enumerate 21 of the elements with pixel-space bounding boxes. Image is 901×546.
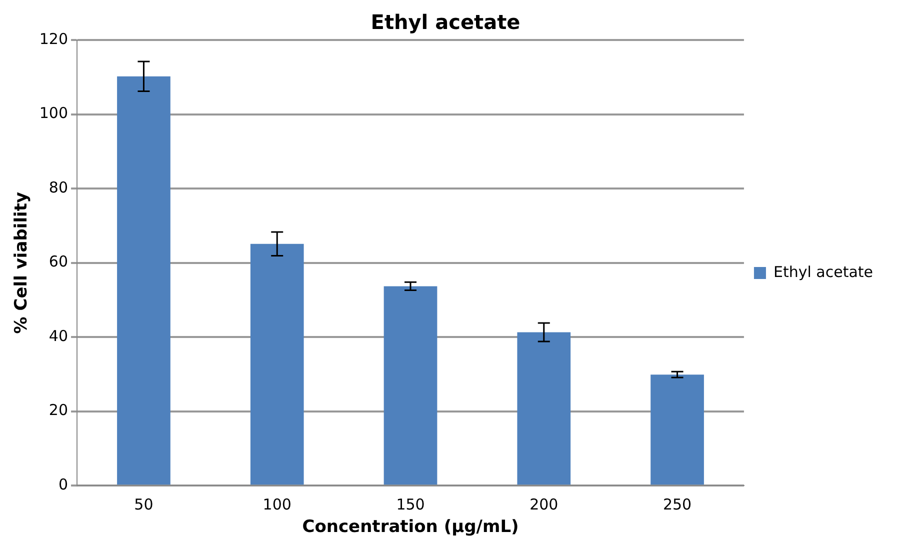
y-axis-title: % Cell viability <box>12 192 32 334</box>
x-tick-label: 200 <box>530 495 558 514</box>
bar <box>250 244 304 485</box>
y-tick-label: 80 <box>48 178 68 196</box>
y-tick-label: 20 <box>48 401 68 420</box>
x-axis-title: Concentration (μg/mL) <box>302 517 519 538</box>
bar <box>517 332 571 485</box>
bar <box>384 286 438 485</box>
y-tick-label: 0 <box>58 475 68 494</box>
y-tick-label: 40 <box>48 326 68 345</box>
bar <box>117 76 170 485</box>
legend-label: Ethyl acetate <box>773 262 873 281</box>
x-tick-label: 250 <box>662 495 692 514</box>
y-tick-label: 100 <box>39 104 68 122</box>
x-tick-label: 50 <box>134 495 154 514</box>
bar <box>650 374 704 485</box>
x-tick-label: 100 <box>262 495 292 514</box>
y-tick-label: 120 <box>39 30 68 48</box>
y-tick-label: 60 <box>48 252 68 271</box>
chart-title: Ethyl acetate <box>370 10 520 34</box>
x-tick-label: 150 <box>396 495 425 514</box>
